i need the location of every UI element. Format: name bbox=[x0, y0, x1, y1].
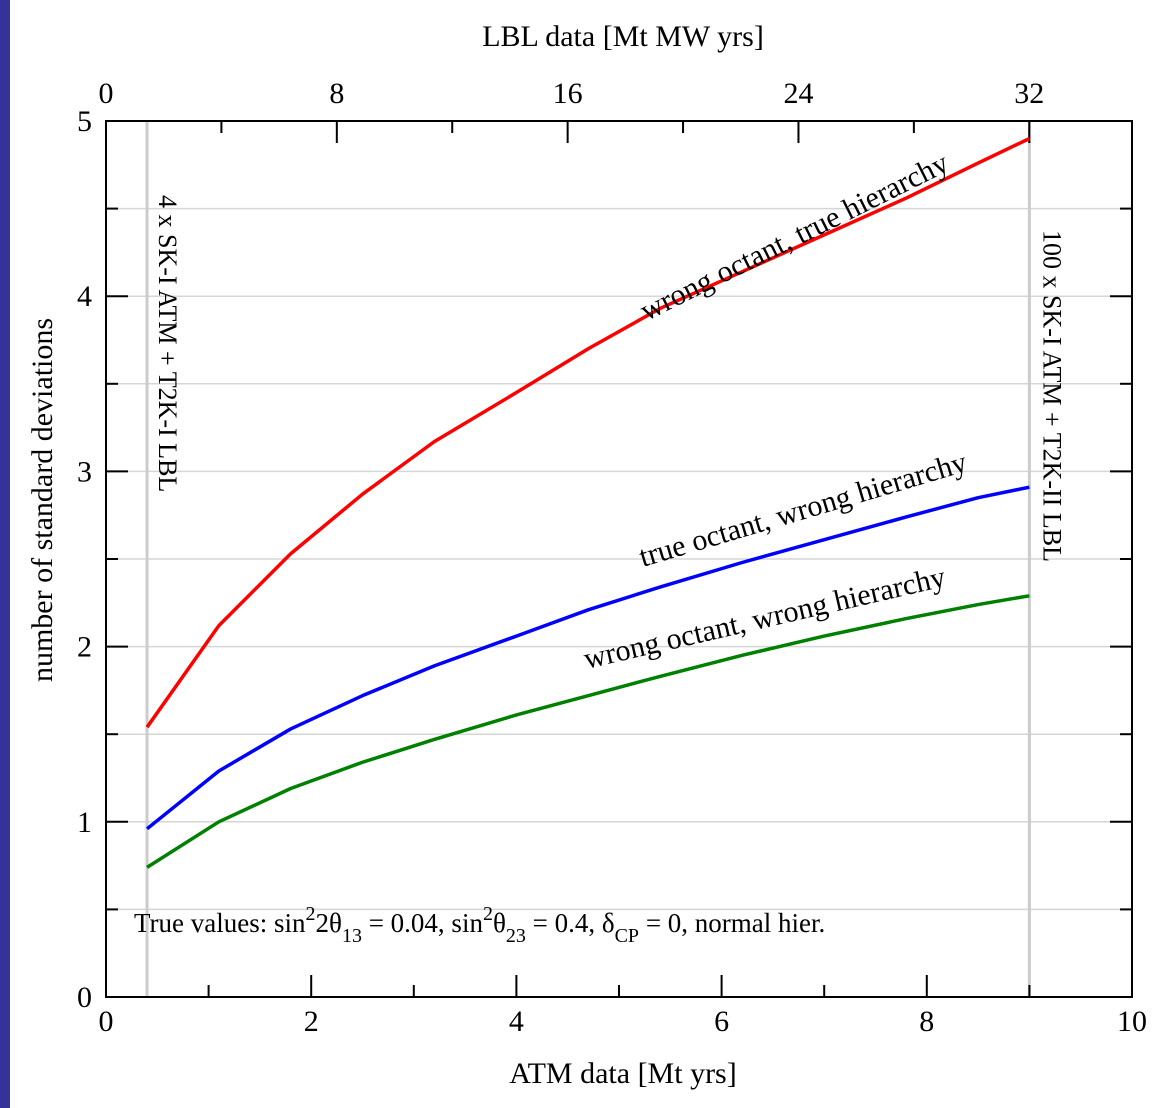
series-line bbox=[145, 136, 1031, 729]
true-values-annotation: True values: sin22θ13 = 0.04, sin2θ23 = … bbox=[134, 903, 825, 947]
grid-layer bbox=[106, 207, 1132, 911]
y-tick-label: 0 bbox=[77, 981, 92, 1014]
series-line bbox=[145, 485, 1030, 831]
x-tick-label: 0 bbox=[99, 1005, 114, 1038]
vline-layer: 4 x SK-I ATM + T2K-I LBL 100 x SK-I ATM +… bbox=[145, 121, 1066, 997]
series-label: wrong octant, true hierarchy bbox=[635, 146, 954, 327]
top-tick-label: 8 bbox=[329, 77, 344, 110]
chart-canvas: 4 x SK-I ATM + T2K-I LBL 100 x SK-I ATM +… bbox=[10, 0, 1156, 1108]
series-label: wrong octant, wrong hierarchy bbox=[581, 560, 949, 675]
chart-svg: 4 x SK-I ATM + T2K-I LBL 100 x SK-I ATM +… bbox=[26, 20, 1147, 1090]
top-tick-label: 16 bbox=[553, 77, 583, 110]
series-label: true octant, wrong hierarchy bbox=[635, 446, 970, 574]
series-layer bbox=[145, 136, 1031, 869]
x-tick-label: 6 bbox=[714, 1005, 729, 1038]
x-tick-label: 8 bbox=[919, 1005, 934, 1038]
y-tick-label: 3 bbox=[77, 455, 92, 488]
y-tick-label: 1 bbox=[77, 806, 92, 839]
x-tick-label: 10 bbox=[1117, 1005, 1147, 1038]
y-axis-title: number of standard deviations bbox=[26, 318, 59, 682]
y-tick-label: 4 bbox=[77, 280, 92, 313]
top-tick-label: 32 bbox=[1014, 77, 1044, 110]
x-axis-title: ATM data [Mt yrs] bbox=[509, 1057, 736, 1090]
y-tick-label: 5 bbox=[77, 105, 92, 138]
top-tick-label: 0 bbox=[99, 77, 114, 110]
series-line bbox=[146, 594, 1030, 869]
top-tick-label: 24 bbox=[783, 77, 813, 110]
reference-line-label: 4 x SK-I ATM + T2K-I LBL bbox=[153, 195, 182, 492]
x-tick-label: 2 bbox=[304, 1005, 319, 1038]
top-axis-title: LBL data [Mt MW yrs] bbox=[482, 20, 764, 53]
x-tick-label: 4 bbox=[509, 1005, 524, 1038]
reference-line-label: 100 x SK-I ATM + T2K-II LBL bbox=[1037, 230, 1066, 562]
y-tick-label: 2 bbox=[77, 631, 92, 664]
